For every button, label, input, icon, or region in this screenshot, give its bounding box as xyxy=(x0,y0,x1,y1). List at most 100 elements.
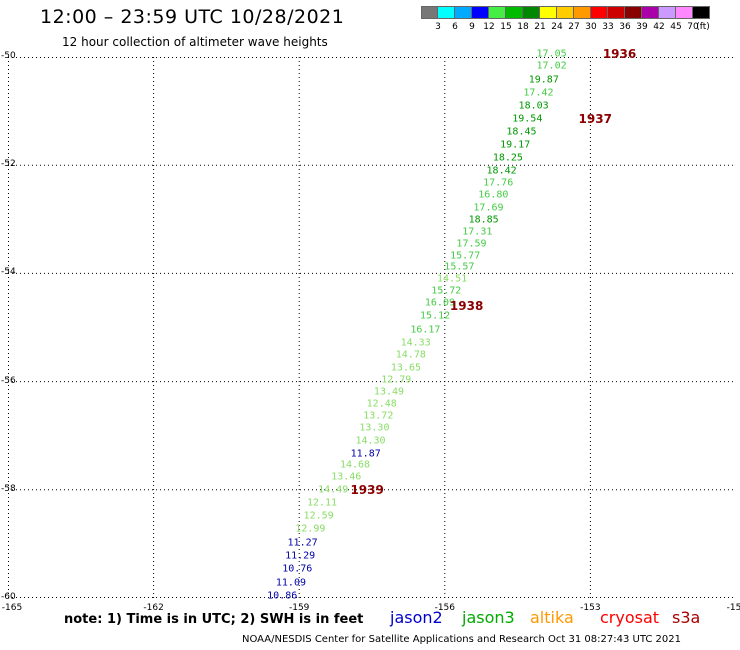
pass-time-label: 1938 xyxy=(449,298,484,313)
wave-height-value: 11.27 xyxy=(287,537,318,549)
wave-height-value: 18.45 xyxy=(506,126,537,138)
wave-height-value: 10.86 xyxy=(267,590,298,602)
color-legend xyxy=(421,6,710,19)
wave-height-value: 17.59 xyxy=(456,238,487,250)
legend-label: 3 xyxy=(435,22,441,32)
legend-swatch xyxy=(693,6,710,19)
legend-swatch xyxy=(421,6,438,19)
legend-label: 36 xyxy=(619,22,631,32)
satellite-jason2: jason2 xyxy=(390,608,443,627)
wave-height-value: 18.85 xyxy=(468,214,499,226)
wave-height-value: 15.72 xyxy=(431,285,462,297)
footnote: note: 1) Time is in UTC; 2) SWH is in fe… xyxy=(64,612,364,627)
wave-height-value: 17.69 xyxy=(473,202,504,214)
latitude-tick-label: -52 xyxy=(1,159,16,170)
pass-time-label: 1939 xyxy=(350,482,384,497)
map-title: 12:00 – 23:59 UTC 10/28/2021 xyxy=(40,6,345,28)
legend-label: 18 xyxy=(517,22,529,32)
wave-height-value: 11.87 xyxy=(350,448,381,460)
satellite-s3a: s3a xyxy=(672,608,701,627)
wave-height-value: 19.54 xyxy=(512,113,543,125)
latitude-tick-label: -60 xyxy=(1,592,16,602)
wave-height-value: 15.57 xyxy=(444,261,475,273)
legend-swatch xyxy=(574,6,591,19)
wave-height-value: 13.65 xyxy=(390,362,422,374)
wave-height-value: 18.03 xyxy=(518,100,549,112)
legend-label: 6 xyxy=(452,22,458,32)
legend-label: 33 xyxy=(602,22,614,32)
legend-label: 27 xyxy=(568,22,580,32)
legend-swatch xyxy=(591,6,608,19)
legend-swatch xyxy=(489,6,506,19)
wave-height-value: 13.72 xyxy=(363,410,394,422)
wave-height-value: 12.48 xyxy=(366,398,397,410)
wave-height-value: 12.79 xyxy=(381,374,412,386)
wave-height-value: 12.11 xyxy=(306,497,338,509)
longitude-tick-label: -159 xyxy=(288,603,310,613)
map-subtitle: 12 hour collection of altimeter wave hei… xyxy=(62,35,328,49)
map-grid xyxy=(8,57,736,598)
wave-height-value: 17.05 xyxy=(536,48,567,60)
credit-line: NOAA/NESDIS Center for Satellite Applica… xyxy=(242,634,681,645)
wave-height-value: 17.31 xyxy=(462,226,493,238)
latitude-tick-label: -58 xyxy=(1,483,16,494)
wave-height-value: 13.30 xyxy=(359,422,390,434)
legend-label: 30 xyxy=(585,22,597,32)
legend-swatch xyxy=(438,6,455,19)
legend-label: 39 xyxy=(636,22,648,32)
wave-height-value: 19.87 xyxy=(528,74,559,86)
wave-height-value: 14.33 xyxy=(400,337,431,349)
longitude-tick-label: -15 xyxy=(726,603,740,613)
wave-height-value: 13.49 xyxy=(373,386,405,398)
wave-height-value: 14.78 xyxy=(395,349,426,361)
wave-height-value: 11.09 xyxy=(275,577,306,589)
wave-height-value: 17.02 xyxy=(536,60,567,72)
legend-swatch xyxy=(608,6,625,19)
legend-swatch xyxy=(625,6,642,19)
legend-swatch xyxy=(642,6,659,19)
legend-swatch xyxy=(676,6,693,19)
wave-height-value: 17.76 xyxy=(483,177,514,189)
wave-height-value: 10.76 xyxy=(282,563,313,575)
longitude-tick-label: -156 xyxy=(434,603,456,613)
legend-label: 45 xyxy=(670,22,682,32)
legend-label: 42 xyxy=(653,22,665,32)
wave-height-value: 12.99 xyxy=(295,523,326,535)
wave-height-value: 12.59 xyxy=(303,510,334,522)
wave-height-value: 14.68 xyxy=(339,459,371,471)
wave-height-value: 14.51 xyxy=(437,273,468,285)
satellite-cryosat: cryosat xyxy=(600,608,660,627)
wave-height-value: 16.09 xyxy=(424,297,455,309)
legend-label: 9 xyxy=(469,22,475,32)
wave-height-value: 18.42 xyxy=(486,165,517,177)
wave-height-value: 11.29 xyxy=(285,550,316,562)
pass-time-label: 1936 xyxy=(602,46,637,61)
longitude-tick-label: -165 xyxy=(1,603,23,613)
longitude-tick-label: -153 xyxy=(580,603,601,613)
wave-height-value: 15.12 xyxy=(420,310,451,322)
latitude-tick-label: -50 xyxy=(1,51,16,61)
legend-label: 15 xyxy=(500,22,512,32)
latitude-tick-label: -56 xyxy=(1,375,16,386)
wave-height-value: 15.77 xyxy=(450,250,481,262)
legend-swatch xyxy=(472,6,489,19)
legend-swatch xyxy=(523,6,540,19)
legend-label: 70 xyxy=(687,22,699,32)
legend-swatch xyxy=(506,6,523,19)
legend-swatch xyxy=(540,6,557,19)
pass-time-label: 1937 xyxy=(578,112,612,127)
map-plot-area xyxy=(8,57,736,598)
legend-swatch xyxy=(659,6,676,19)
wave-height-value: 16.80 xyxy=(478,189,509,201)
wave-height-value: 14.30 xyxy=(355,435,386,447)
wave-height-value: 14.49 xyxy=(318,484,349,496)
wave-height-value: 19.17 xyxy=(500,139,531,151)
wave-height-value: 13.46 xyxy=(331,471,362,483)
legend-label: 24 xyxy=(551,22,563,32)
wave-height-value: 18.25 xyxy=(492,152,523,164)
legend-label: 21 xyxy=(534,22,546,32)
legend-swatch xyxy=(455,6,472,19)
latitude-tick-label: -54 xyxy=(1,267,16,278)
longitude-tick-label: -162 xyxy=(143,603,164,613)
wave-height-value: 16.17 xyxy=(410,324,441,336)
